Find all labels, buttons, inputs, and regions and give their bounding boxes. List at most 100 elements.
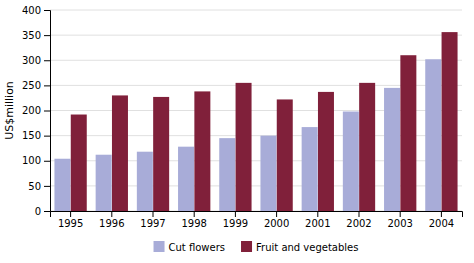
legend-label: Cut flowers xyxy=(169,242,226,253)
tick-label: 1998 xyxy=(181,218,206,229)
bar xyxy=(96,155,112,211)
bar xyxy=(359,83,375,211)
tick-label: 2003 xyxy=(387,218,412,229)
tick-mark xyxy=(194,211,195,217)
legend-swatch xyxy=(241,241,252,252)
axis-domain xyxy=(44,11,51,212)
tick-label: 1995 xyxy=(58,218,83,229)
tick: 2003 xyxy=(387,211,412,229)
tick: 300 xyxy=(22,55,50,66)
tick-label: 150 xyxy=(22,130,41,141)
legend: Cut flowers Fruit and vegetables xyxy=(154,241,359,253)
tick-label: 0 xyxy=(35,206,41,217)
plot: 0 50 100 150 200 250 300 350 400 1995 1996 1997 1998… xyxy=(22,5,463,229)
tick: 1999 xyxy=(223,211,248,229)
tick: 50 xyxy=(28,181,50,192)
legend-label: Fruit and vegetables xyxy=(256,242,358,253)
tick: 350 xyxy=(22,30,50,41)
bar xyxy=(343,112,359,211)
bar xyxy=(260,136,276,211)
legend-swatch xyxy=(154,241,165,252)
tick-label: 1997 xyxy=(140,218,165,229)
grid-line xyxy=(50,35,462,36)
tick: 250 xyxy=(22,80,50,91)
tick: 150 xyxy=(22,130,50,141)
bar xyxy=(137,152,153,211)
tick-mark xyxy=(44,186,50,187)
tick-label: 2004 xyxy=(429,218,454,229)
grid-line xyxy=(50,185,462,186)
grid-line xyxy=(50,135,462,136)
bars xyxy=(54,32,457,211)
grid-line xyxy=(50,160,462,161)
tick-mark xyxy=(235,211,236,217)
axis-domain xyxy=(51,212,463,218)
bar xyxy=(442,32,458,211)
tick-mark xyxy=(44,85,50,86)
tick-label: 100 xyxy=(22,155,41,166)
bar-series xyxy=(71,32,458,211)
x-axis: 1995 1996 1997 1998 1999 2000 2001 2002 2003 2004 xyxy=(51,211,463,229)
tick-label: 2002 xyxy=(346,218,371,229)
grid-line xyxy=(50,85,462,86)
tick-label: 1996 xyxy=(99,218,124,229)
tick: 100 xyxy=(22,155,50,166)
tick: 1995 xyxy=(58,211,83,229)
bar xyxy=(277,99,293,211)
tick-mark xyxy=(317,211,318,217)
tick: 200 xyxy=(22,105,50,116)
bar xyxy=(178,147,194,211)
tick-mark xyxy=(441,211,442,217)
y-axis: 0 50 100 150 200 250 300 350 400 xyxy=(22,5,51,217)
tick-mark xyxy=(44,161,50,162)
tick-label: 350 xyxy=(22,30,41,41)
tick-mark xyxy=(44,111,50,112)
tick-mark xyxy=(153,211,154,217)
grid-line xyxy=(50,60,462,61)
tick-label: 200 xyxy=(22,105,41,116)
tick-mark xyxy=(359,211,360,217)
tick: 0 xyxy=(35,206,50,217)
grid-line xyxy=(50,110,462,111)
tick: 2004 xyxy=(429,211,454,229)
bar xyxy=(384,88,400,211)
chart: 0 50 100 150 200 250 300 350 400 1995 1996 1997 1998… xyxy=(0,0,474,263)
tick-mark xyxy=(44,211,50,212)
bar xyxy=(112,95,128,211)
bar xyxy=(71,115,87,211)
bar xyxy=(219,138,235,211)
tick: 2001 xyxy=(305,211,330,229)
tick-mark xyxy=(276,211,277,217)
tick-mark xyxy=(44,35,50,36)
bar xyxy=(302,127,318,211)
tick-mark xyxy=(111,211,112,217)
bar xyxy=(236,83,252,211)
tick-mark xyxy=(44,10,50,11)
bar xyxy=(425,59,441,211)
tick: 1998 xyxy=(181,211,206,229)
tick-label: 400 xyxy=(22,5,41,16)
bar-series xyxy=(54,59,441,211)
legend-item: Cut flowers xyxy=(154,241,226,253)
grid-line xyxy=(50,10,462,11)
grid xyxy=(50,10,462,211)
legend-item: Fruit and vegetables xyxy=(241,241,358,253)
tick-mark xyxy=(44,136,50,137)
tick-mark xyxy=(44,60,50,61)
tick-label: 1999 xyxy=(223,218,248,229)
tick: 1997 xyxy=(140,211,165,229)
tick-label: 50 xyxy=(28,181,41,192)
tick: 2000 xyxy=(264,211,289,229)
tick-label: 250 xyxy=(22,80,41,91)
tick-label: 2000 xyxy=(264,218,289,229)
tick: 1996 xyxy=(99,211,124,229)
bar xyxy=(194,91,210,211)
bar xyxy=(54,159,70,211)
tick: 400 xyxy=(22,5,50,16)
tick: 2002 xyxy=(346,211,371,229)
tick-label: 300 xyxy=(22,55,41,66)
tick-mark xyxy=(400,211,401,217)
bar xyxy=(400,55,416,211)
tick-label: 2001 xyxy=(305,218,330,229)
tick-mark xyxy=(70,211,71,217)
